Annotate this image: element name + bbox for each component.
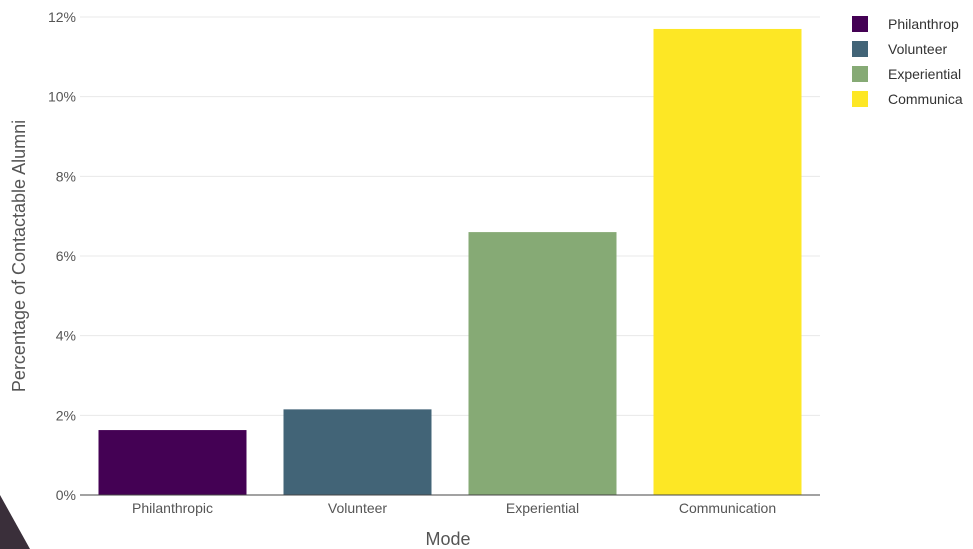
y-tick-label: 0% [56, 487, 76, 503]
y-tick-label: 12% [48, 9, 76, 25]
x-tick-label: Communication [679, 500, 776, 516]
legend: Philanthrop Volunteer Experiential Communic… [852, 16, 963, 107]
legend-swatch [852, 41, 868, 57]
corner-decoration [0, 495, 30, 549]
legend-label: Philanthrop [888, 16, 959, 32]
legend-swatch [852, 91, 868, 107]
x-axis-title: Mode [425, 529, 470, 549]
bar-philanthropic [98, 430, 247, 495]
legend-label: Volunteer [888, 41, 947, 57]
y-tick-labels: 0% 2% 4% 6% 8% 10% 12% [48, 9, 76, 503]
y-tick-label: 2% [56, 407, 76, 423]
x-tick-label: Philanthropic [132, 500, 213, 516]
y-tick-label: 10% [48, 89, 76, 105]
y-axis-title: Percentage of Contactable Alumni [9, 120, 29, 392]
y-tick-label: 4% [56, 328, 76, 344]
legend-label: Communica [888, 91, 963, 107]
bar-experiential [468, 232, 617, 495]
bar-volunteer [283, 409, 432, 495]
legend-swatch [852, 66, 868, 82]
bar-communication [653, 28, 802, 495]
legend-swatch [852, 16, 868, 32]
bars [98, 28, 802, 495]
legend-label: Experiential [888, 66, 961, 82]
x-tick-labels: Philanthropic Volunteer Experiential Commun… [132, 500, 776, 516]
y-tick-label: 6% [56, 248, 76, 264]
x-tick-label: Experiential [506, 500, 579, 516]
y-tick-label: 8% [56, 168, 76, 184]
x-tick-label: Volunteer [328, 500, 387, 516]
